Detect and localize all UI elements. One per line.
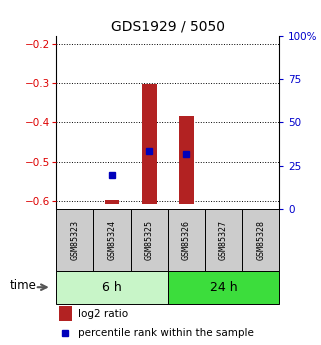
Bar — [105, 200, 119, 204]
Text: percentile rank within the sample: percentile rank within the sample — [78, 328, 254, 338]
Text: GSM85328: GSM85328 — [256, 220, 265, 260]
Text: GSM85325: GSM85325 — [145, 220, 154, 260]
Bar — [56, 209, 93, 271]
Bar — [242, 209, 279, 271]
Text: log2 ratio: log2 ratio — [78, 309, 128, 319]
Bar — [142, 84, 157, 204]
Bar — [168, 209, 205, 271]
Text: 24 h: 24 h — [210, 281, 237, 294]
Text: 6 h: 6 h — [102, 281, 122, 294]
Bar — [168, 271, 279, 304]
Text: GSM85324: GSM85324 — [108, 220, 117, 260]
Bar — [205, 209, 242, 271]
Text: time: time — [10, 279, 37, 292]
Bar — [56, 271, 168, 304]
Text: GSM85327: GSM85327 — [219, 220, 228, 260]
Bar — [59, 306, 72, 321]
Text: GSM85326: GSM85326 — [182, 220, 191, 260]
Title: GDS1929 / 5050: GDS1929 / 5050 — [111, 20, 225, 34]
Text: GSM85323: GSM85323 — [70, 220, 79, 260]
Bar — [179, 116, 194, 204]
Bar — [93, 209, 131, 271]
Bar — [131, 209, 168, 271]
